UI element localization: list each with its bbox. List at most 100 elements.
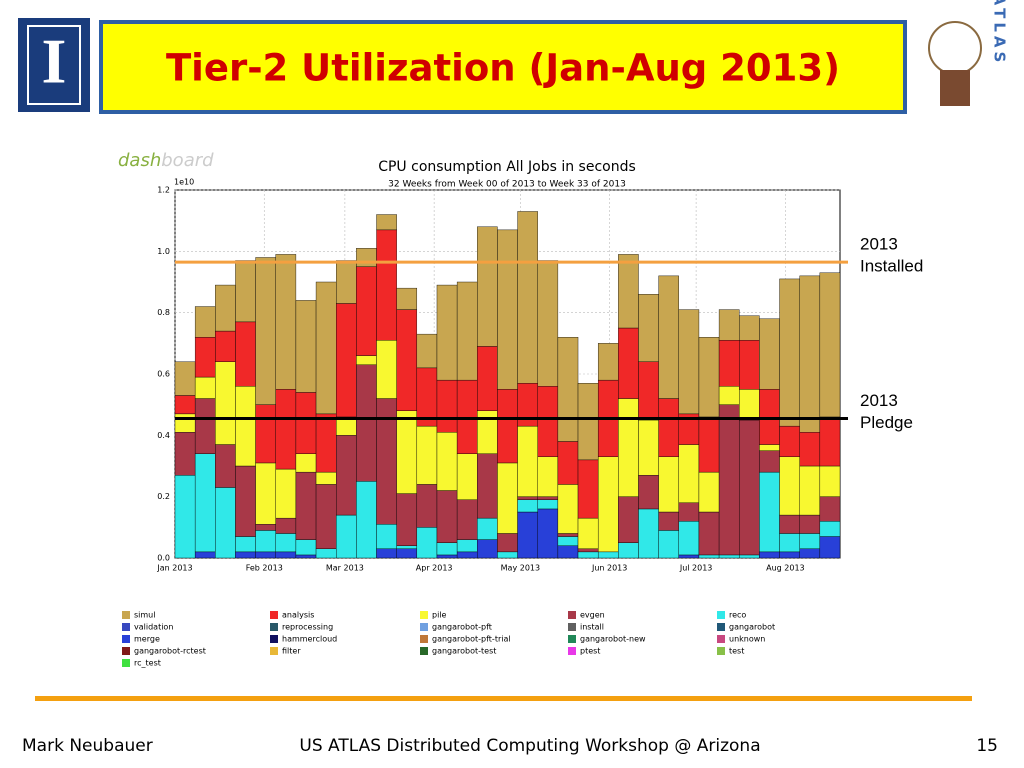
bar-segment (295, 300, 317, 393)
bar-segment (618, 398, 639, 497)
bar-segment (799, 275, 821, 433)
bar-segment (779, 278, 800, 427)
y-tick-label: 0.6 (157, 370, 170, 379)
legend-label: install (580, 623, 604, 632)
bar-segment (215, 444, 236, 488)
bar-segment (497, 229, 518, 390)
chart-title: CPU consumption All Jobs in seconds (378, 159, 636, 175)
y-tick-label: 0.0 (157, 554, 170, 563)
bar-segment (779, 533, 800, 553)
legend-label: hammercloud (282, 635, 337, 644)
illinois-logo (18, 18, 90, 112)
x-tick-label: Jun 2013 (591, 564, 627, 573)
bar-segment (497, 389, 518, 464)
bar-segment (577, 459, 599, 519)
x-tick-label: Mar 2013 (326, 564, 364, 573)
illinois-letter: I (42, 26, 67, 97)
bar-segment (376, 214, 397, 231)
reference-label: 2013 (860, 235, 898, 254)
atlas-figure (940, 70, 970, 106)
bar-segment (416, 484, 438, 528)
bar-segment (456, 453, 478, 500)
legend-label: reprocessing (282, 623, 333, 632)
bar-segment (739, 389, 760, 421)
x-tick-label: Feb 2013 (246, 564, 283, 573)
legend-swatch (420, 623, 428, 631)
bar-segment (739, 554, 760, 559)
bar-segment (255, 524, 276, 531)
bar-segment (315, 413, 337, 473)
bar-segment (718, 404, 740, 556)
bar-segment (759, 450, 780, 473)
bar-segment (477, 517, 498, 540)
bar-segment (517, 425, 538, 497)
bar-segment (779, 514, 800, 534)
bar-segment (194, 398, 216, 454)
legend-swatch (122, 611, 130, 619)
dashboard-logo: dashboard (118, 150, 214, 171)
legend-swatch (717, 623, 725, 631)
bar-segment (295, 471, 317, 540)
bar-segment (799, 548, 821, 559)
bar-segment (194, 306, 216, 338)
bar-segment (336, 514, 357, 559)
bar-segment (819, 465, 841, 497)
bar-segment (819, 496, 841, 522)
bar-segment (597, 551, 619, 559)
bar-segment (537, 508, 559, 559)
legend-swatch (717, 635, 725, 643)
bar-segment (315, 548, 337, 559)
bar-segment (799, 533, 821, 550)
legend-label: simul (134, 611, 155, 620)
bar-segment (537, 496, 559, 500)
legend-swatch (717, 647, 725, 655)
bar-segment (194, 551, 216, 559)
bar-segment (235, 321, 256, 387)
bar-segment (759, 471, 780, 553)
bar-segment (497, 551, 518, 559)
bar-segment (235, 260, 256, 323)
legend-swatch (568, 623, 576, 631)
bar-segment (618, 496, 639, 543)
bar-segment (255, 551, 276, 559)
bar-segment (416, 527, 438, 559)
legend-label: gangarobot-pft (432, 623, 492, 632)
bar-segment (537, 499, 559, 510)
bar-segment (477, 539, 498, 559)
bar-segment (215, 361, 236, 445)
footer-left: Mark Neubauer (22, 736, 153, 756)
bar-segment (799, 465, 821, 516)
atlas-text: ATLAS (991, 0, 1009, 66)
bar-segment (396, 287, 418, 310)
bar-segment (819, 416, 841, 467)
bar-segment (658, 456, 679, 513)
bar-segment (396, 410, 418, 494)
bar-segment (537, 260, 559, 387)
legend-swatch (420, 635, 428, 643)
x-tick-label: Aug 2013 (766, 564, 805, 573)
atlas-letters: ATLAS (991, 0, 1009, 66)
legend-swatch (270, 635, 278, 643)
legend-label: merge (134, 635, 160, 644)
bar-segment (275, 517, 297, 534)
bar-segment (537, 456, 559, 497)
legend-swatch (122, 635, 130, 643)
legend-swatch (568, 635, 576, 643)
legend-label: ptest (580, 647, 600, 656)
legend-label: gangarobot (729, 623, 775, 632)
legend-label: reco (729, 611, 746, 620)
bar-segment (638, 508, 659, 559)
bar-segment (739, 340, 760, 390)
bar-segment (557, 441, 579, 485)
bar-segment (477, 226, 498, 347)
bar-segment (396, 545, 418, 550)
legend-label: unknown (729, 635, 765, 644)
bar-segment (638, 419, 659, 476)
bar-segment (255, 462, 276, 525)
bar-segment (819, 272, 841, 418)
bar-segment (618, 542, 639, 559)
bar-segment (577, 551, 599, 559)
bar-segment (336, 435, 357, 516)
bar-segment (638, 475, 659, 510)
bar-segment (336, 303, 357, 418)
